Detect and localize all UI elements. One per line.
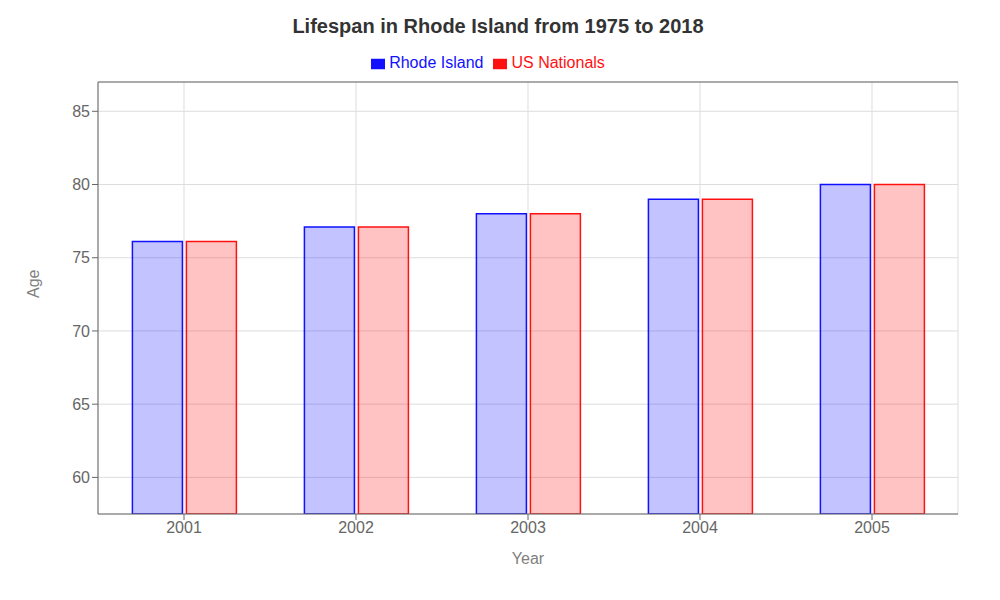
html-text:Rhode Island: Rhode Island: [389, 54, 484, 71]
svg-text:2004: 2004: [682, 519, 718, 536]
svg-text:75: 75: [72, 249, 90, 266]
svg-text:80: 80: [72, 176, 90, 193]
svg-text:60: 60: [72, 469, 90, 486]
html-text:Lifespan in Rhode Island from: Lifespan in Rhode Island from 1975 to 20…: [292, 15, 704, 37]
html-text:US Nationals: US Nationals: [511, 54, 605, 71]
svg-text:2005: 2005: [854, 519, 890, 536]
svg-text:65: 65: [72, 396, 90, 413]
svg-text:2003: 2003: [510, 519, 546, 536]
svg-text:2001: 2001: [166, 519, 202, 536]
svg-text:70: 70: [72, 323, 90, 340]
svg-text:Age: Age: [25, 269, 42, 298]
svg-text:Year: Year: [512, 550, 545, 567]
svg-text:2002: 2002: [338, 519, 374, 536]
svg-text:85: 85: [72, 103, 90, 120]
